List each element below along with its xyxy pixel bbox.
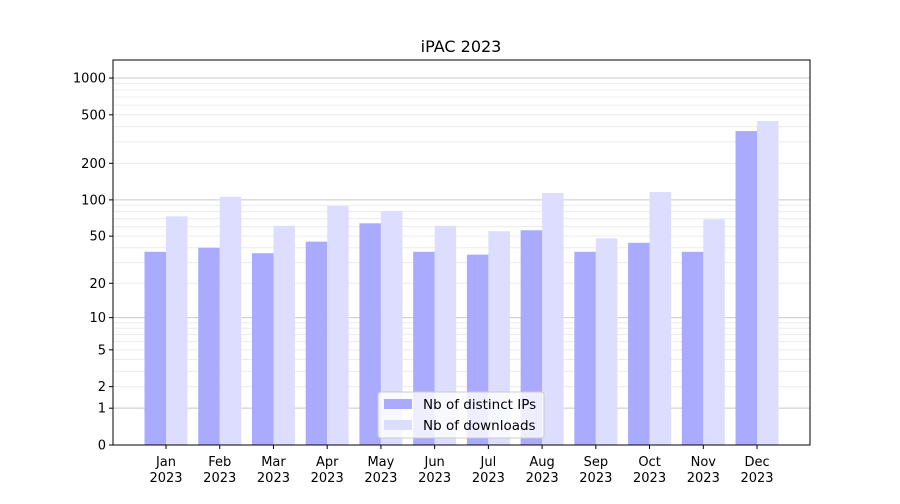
bar-downloads bbox=[649, 192, 672, 445]
x-tick-label-month: Dec bbox=[744, 455, 769, 470]
x-tick-label-month: Jul bbox=[480, 455, 497, 470]
bar-distinct-ips bbox=[251, 253, 274, 445]
y-tick-label: 100 bbox=[81, 193, 106, 208]
x-tick-label-month: Nov bbox=[691, 455, 717, 470]
x-tick-label-year: 2023 bbox=[579, 471, 612, 486]
legend-label-ips: Nb of distinct IPs bbox=[423, 397, 536, 413]
x-tick-label-month: Aug bbox=[529, 455, 554, 470]
bar-distinct-ips bbox=[628, 242, 650, 445]
x-tick-label-month: Jan bbox=[155, 455, 176, 470]
bar-distinct-ips bbox=[359, 223, 381, 445]
x-tick-label-year: 2023 bbox=[472, 471, 505, 486]
x-tick-label-year: 2023 bbox=[740, 471, 773, 486]
x-tick-label-year: 2023 bbox=[687, 471, 720, 486]
bar-downloads bbox=[757, 120, 779, 446]
x-tick-label-year: 2023 bbox=[364, 471, 397, 486]
bar-distinct-ips bbox=[144, 251, 166, 445]
x-tick-label-year: 2023 bbox=[633, 471, 666, 486]
y-tick-label: 50 bbox=[89, 230, 106, 245]
bar-distinct-ips bbox=[681, 251, 704, 445]
y-tick-label: 10 bbox=[89, 311, 106, 326]
y-axis: 0 1 2 5 10 20 50 100 200 500 1000 bbox=[73, 72, 113, 454]
plot-frame bbox=[112, 59, 811, 446]
x-tick-label-month: Mar bbox=[261, 455, 286, 470]
bar-downloads bbox=[542, 192, 564, 445]
x-tick-label-year: 2023 bbox=[526, 471, 559, 486]
y-tick-label: 200 bbox=[81, 157, 106, 172]
y-tick-label: 500 bbox=[81, 108, 106, 123]
y-tick-label: 0 bbox=[98, 439, 106, 454]
bar-downloads bbox=[166, 216, 188, 445]
x-tick-label-month: Jun bbox=[423, 455, 444, 470]
bar-distinct-ips bbox=[574, 251, 596, 445]
x-tick-label-month: Oct bbox=[638, 455, 660, 470]
legend-swatch-ips bbox=[384, 399, 412, 409]
x-tick-label-month: Sep bbox=[584, 455, 609, 470]
x-axis: Jan2023Feb2023Mar2023Apr2023May2023Jun20… bbox=[149, 445, 774, 486]
bar-downloads bbox=[434, 225, 457, 445]
x-tick-label-year: 2023 bbox=[257, 471, 290, 486]
bar-downloads bbox=[595, 238, 618, 445]
x-tick-label-year: 2023 bbox=[311, 471, 344, 486]
bar-downloads bbox=[219, 196, 242, 445]
x-tick-label-year: 2023 bbox=[418, 471, 451, 486]
bar-downloads bbox=[380, 210, 403, 445]
x-tick-label-month: Feb bbox=[208, 455, 231, 470]
y-tick-label: 2 bbox=[98, 380, 106, 395]
bar-distinct-ips bbox=[198, 247, 220, 445]
x-tick-label-month: Apr bbox=[316, 455, 339, 470]
x-tick-label-year: 2023 bbox=[149, 471, 182, 486]
legend: Nb of distinct IPs Nb of downloads bbox=[377, 391, 545, 439]
y-tick-label: 20 bbox=[89, 277, 106, 292]
legend-label-downloads: Nb of downloads bbox=[423, 418, 536, 434]
bar-distinct-ips bbox=[520, 230, 543, 445]
legend-swatch-downloads bbox=[384, 420, 412, 430]
y-tick-label: 1 bbox=[98, 402, 106, 417]
y-tick-label: 5 bbox=[98, 343, 106, 358]
bar-downloads bbox=[327, 205, 349, 445]
chart-title: iPAC 2023 bbox=[421, 37, 502, 56]
bar-downloads bbox=[703, 219, 725, 445]
bar-distinct-ips bbox=[735, 131, 758, 445]
bar-distinct-ips bbox=[305, 241, 328, 445]
bar-downloads bbox=[273, 225, 295, 445]
x-tick-label-year: 2023 bbox=[203, 471, 236, 486]
x-tick-label-month: May bbox=[367, 455, 394, 470]
y-tick-label: 1000 bbox=[73, 72, 106, 87]
